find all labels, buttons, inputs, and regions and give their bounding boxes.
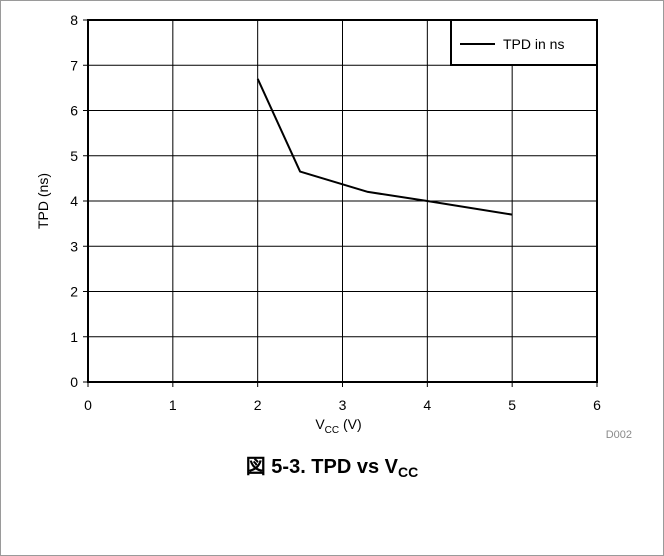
y-tick-label: 5: [70, 148, 78, 164]
caption-text: 図 5-3. TPD vs V: [245, 456, 399, 478]
tick-layer: 0 1 2 3 4 5 6 0 1 2 3 4 5 6 7 8: [70, 12, 601, 413]
x-tick-label: 5: [508, 397, 516, 413]
y-tick-label: 2: [70, 284, 78, 300]
series-layer: [256, 78, 513, 216]
y-axis-label: TPD (ns): [35, 173, 51, 229]
y-tick-label: 8: [70, 12, 78, 28]
x-tick-label: 0: [84, 397, 92, 413]
figure-caption: 図 5-3. TPD vs VCC: [0, 450, 664, 480]
series-line-tpd: [256, 78, 513, 216]
x-axis-label-main: V: [315, 416, 325, 432]
chart-svg: 0 1 2 3 4 5 6 0 1 2 3 4 5 6 7 8 TPD in ns TPD (ns) VCC …: [35, 12, 632, 440]
x-axis-label-suffix: (V): [339, 416, 362, 432]
x-tick-label: 4: [423, 397, 431, 413]
y-tick-label: 6: [70, 103, 78, 119]
figure-code: D002: [606, 429, 632, 440]
x-axis-label-subscript: CC: [325, 425, 339, 436]
x-axis-label: VCC (V): [315, 416, 361, 436]
x-tick-label: 6: [593, 397, 601, 413]
y-tick-label: 4: [70, 193, 78, 209]
x-tick-label: 1: [169, 397, 177, 413]
legend-entry-label: TPD in ns: [503, 36, 564, 52]
grid-layer: [88, 20, 597, 382]
x-tick-label: 2: [254, 397, 262, 413]
caption-subscript: CC: [398, 464, 419, 480]
y-tick-label: 3: [70, 238, 78, 254]
y-tick-label: 7: [70, 57, 78, 73]
legend-box: [450, 19, 598, 66]
y-tick-label: 1: [70, 329, 78, 345]
y-tick-label: 0: [70, 374, 78, 390]
x-tick-label: 3: [339, 397, 347, 413]
legend: TPD in ns: [450, 19, 598, 66]
